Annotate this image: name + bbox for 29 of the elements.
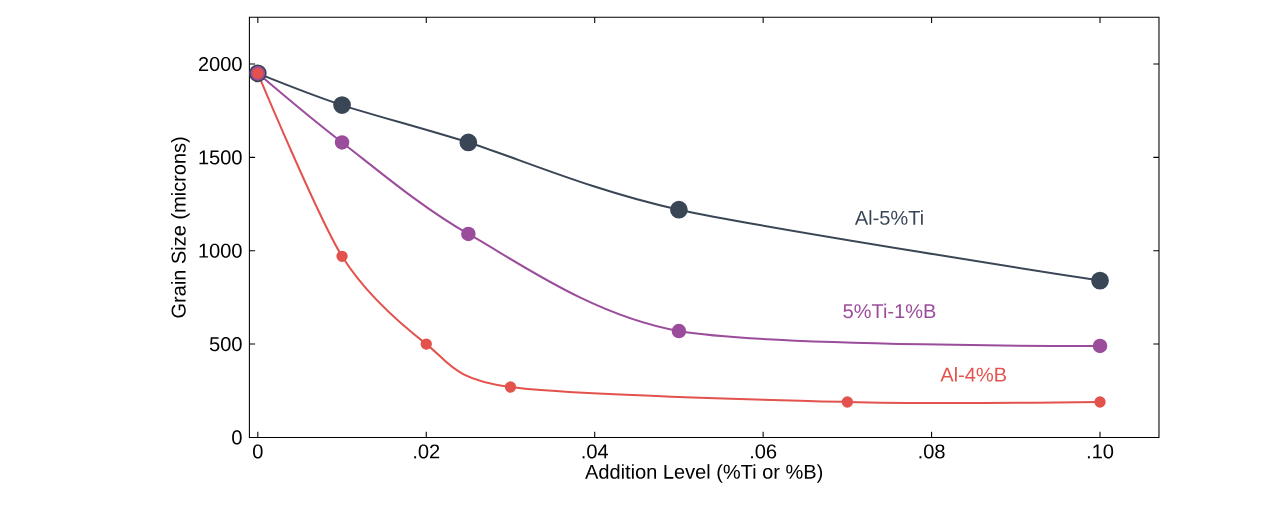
- point: [1094, 396, 1106, 408]
- point: [459, 133, 478, 152]
- point: [1091, 271, 1109, 290]
- x-tick-label: .02: [414, 444, 440, 459]
- point: [461, 226, 476, 242]
- point: [336, 250, 348, 263]
- x-tick-label: .04: [582, 444, 609, 459]
- series-label: 5%Ti-1%B: [843, 303, 936, 319]
- y-tick-label: 1500: [199, 150, 242, 165]
- point: [334, 135, 350, 150]
- point: [671, 323, 687, 339]
- point: [841, 396, 854, 408]
- point: [1092, 338, 1108, 354]
- y-tick-label: 2000: [198, 57, 242, 72]
- point: [420, 338, 432, 350]
- point: [333, 96, 351, 115]
- y-tick-label: 1000: [199, 243, 242, 258]
- x-tick-label: 0: [253, 444, 263, 459]
- x-axis-title: Addition Level (%Ti or %B): [585, 464, 823, 483]
- x-tick-label: .06: [751, 444, 777, 459]
- point: [670, 200, 688, 219]
- y-tick-label: 0: [232, 430, 242, 445]
- x-tick-label: .10: [1087, 444, 1114, 459]
- y-axis-title: Grain Size (microns): [171, 137, 190, 318]
- series-label: Al-5%Ti: [854, 210, 923, 225]
- y-tick-label: 500: [209, 337, 242, 352]
- x-tick-label: .08: [919, 444, 945, 459]
- point: [504, 381, 517, 393]
- series-label: Al-4%B: [940, 367, 1006, 382]
